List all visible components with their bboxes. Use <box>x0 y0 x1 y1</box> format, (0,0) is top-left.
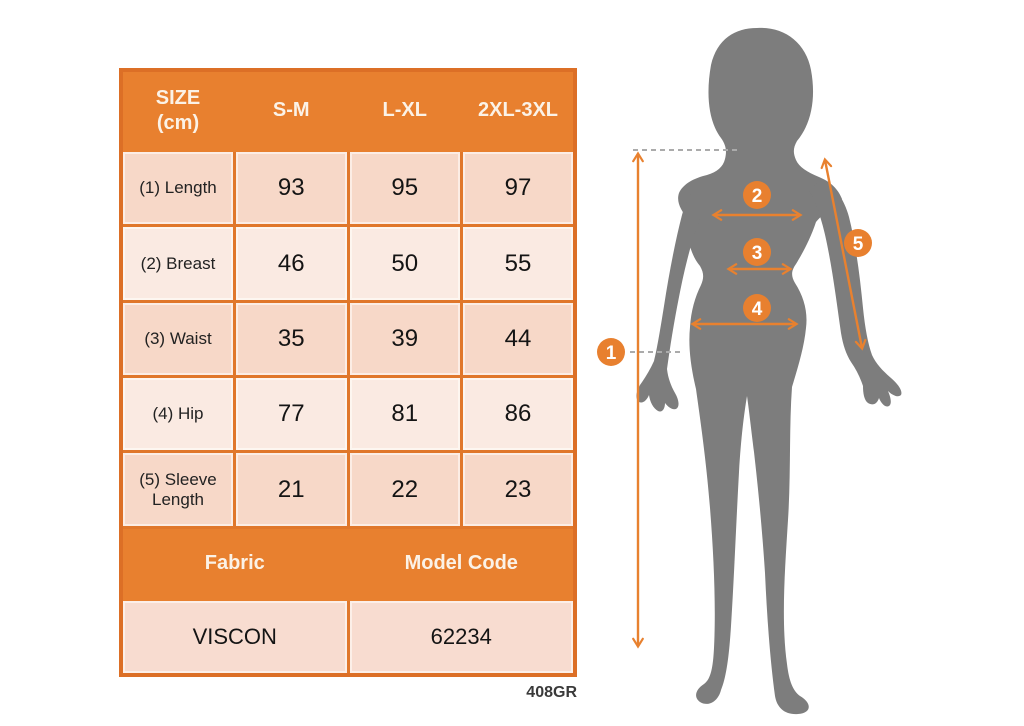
row-label: (1) Length <box>119 149 236 228</box>
badge-1-label: 1 <box>606 343 617 364</box>
style-code: 408GR <box>526 684 577 701</box>
fabric-value: VISCON <box>119 598 350 677</box>
cell-value: 46 <box>233 224 350 303</box>
cell-value: 81 <box>346 375 463 454</box>
badge-2: 2 <box>743 181 771 209</box>
cell-value: 55 <box>460 224 577 303</box>
row-label: (4) Hip <box>119 375 236 454</box>
table-row-sleeve-length: (5) Sleeve Length 21 22 23 <box>119 450 577 529</box>
table-header-row: SIZE (cm) S-M L-XL 2XL-3XL <box>119 68 577 153</box>
cell-value: 77 <box>233 375 350 454</box>
table-row-hip: (4) Hip 77 81 86 <box>119 375 577 454</box>
badge-5: 5 <box>844 229 872 257</box>
cell-value: 44 <box>460 299 577 379</box>
cell-value: 35 <box>233 299 350 379</box>
badge-4-label: 4 <box>752 299 763 320</box>
column-header-sm: S-M <box>233 68 350 153</box>
size-header-label: SIZE <box>155 86 201 109</box>
column-header-lxl: L-XL <box>346 68 463 153</box>
size-unit-label: (cm) <box>156 111 200 134</box>
badge-5-label: 5 <box>853 234 864 255</box>
row-label: (2) Breast <box>119 224 236 303</box>
cell-value: 86 <box>460 375 577 454</box>
model-code-value: 62234 <box>346 598 577 677</box>
cell-value: 95 <box>346 149 463 228</box>
cell-value: 21 <box>233 450 350 529</box>
cell-value: 23 <box>460 450 577 529</box>
badge-4: 4 <box>743 294 771 322</box>
table-row-waist: (3) Waist 35 39 44 <box>119 299 577 379</box>
cell-value: 39 <box>346 299 463 379</box>
row-label: (5) Sleeve Length <box>119 450 236 529</box>
size-chart-table: SIZE (cm) S-M L-XL 2XL-3XL (1) Length 93… <box>119 68 577 677</box>
table-row-length: (1) Length 93 95 97 <box>119 149 577 228</box>
table-row-breast: (2) Breast 46 50 55 <box>119 224 577 303</box>
row-label: (3) Waist <box>119 299 236 379</box>
badge-3: 3 <box>743 238 771 266</box>
size-unit-header: SIZE (cm) <box>119 68 236 153</box>
cell-value: 93 <box>233 149 350 228</box>
fabric-header: Fabric <box>119 525 350 602</box>
column-header-2xl3xl: 2XL-3XL <box>460 68 577 153</box>
model-code-header: Model Code <box>346 525 577 602</box>
sleeve-arrow <box>820 157 867 351</box>
badge-2-label: 2 <box>752 186 763 207</box>
badge-1: 1 <box>597 338 625 366</box>
fabric-header-row: Fabric Model Code <box>119 525 577 602</box>
badge-3-label: 3 <box>752 243 763 264</box>
female-silhouette <box>678 27 842 715</box>
cell-value: 97 <box>460 149 577 228</box>
silhouette-right-arm <box>809 179 902 407</box>
fabric-value-row: VISCON 62234 <box>119 598 577 677</box>
cell-value: 22 <box>346 450 463 529</box>
cell-value: 50 <box>346 224 463 303</box>
